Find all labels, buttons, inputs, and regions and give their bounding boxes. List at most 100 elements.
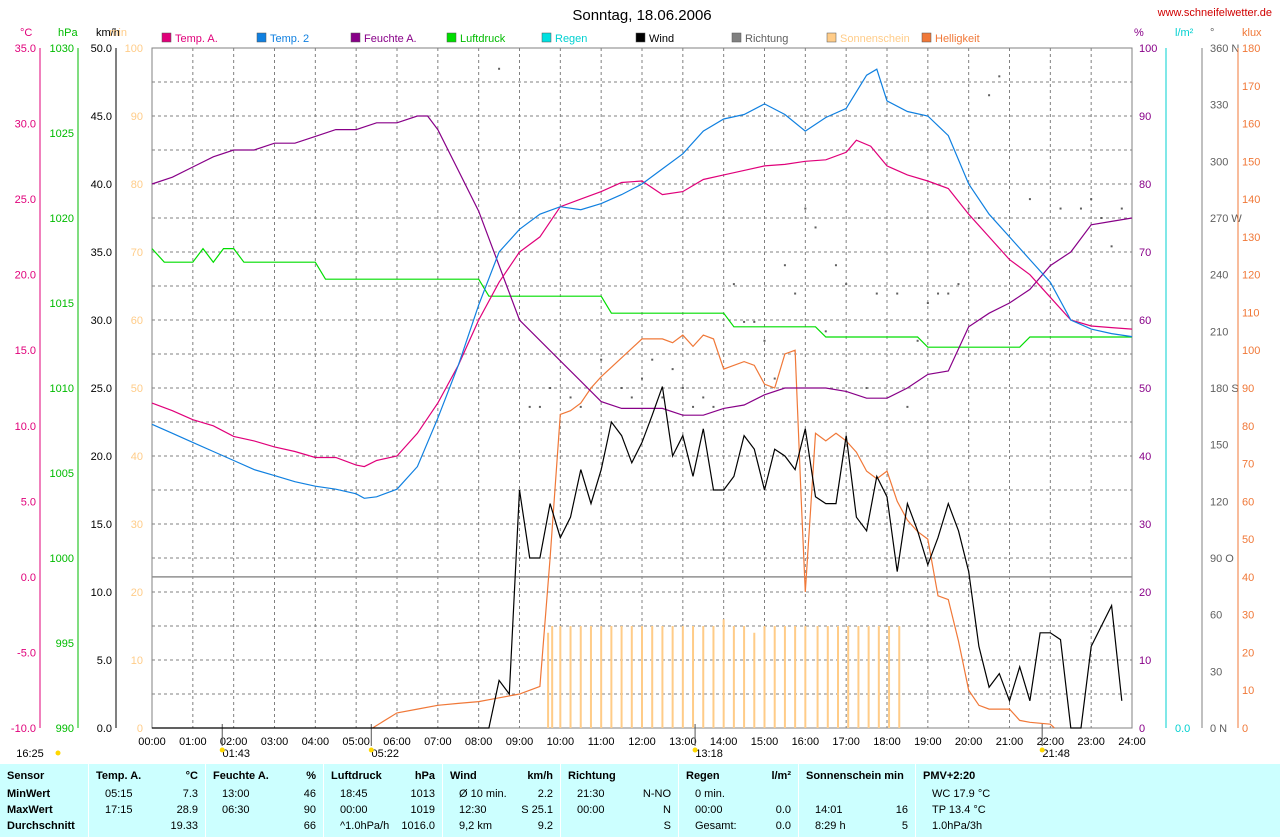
richtung-point [620,387,623,389]
stats-title: Feuchte A. [213,770,269,782]
axis-tick-label: 100 [1139,43,1157,55]
legend-label: Sonnenschein [840,33,910,45]
axis-tick-label: 300 [1210,156,1228,168]
chart-title: Sonntag, 18.06.2006 [572,7,711,24]
richtung-point [783,264,786,267]
stats-column: Regen l/m² 0 min. 00:00 0.0 Gesamt: 0.0 [678,764,799,837]
stats-value: N-NO [642,788,671,800]
stats-label: WC 17.9 °C [932,788,991,800]
axis-tick-label: 990 [56,723,74,735]
axis-tick-label: 110 [1242,307,1260,319]
stats-row: ^1.0hPa/h 1016.0 [324,820,443,836]
axis-tick-label: 90 [1242,383,1254,395]
axis-unit-label: ° [1210,27,1214,39]
axis-tick-label: 40 [1139,451,1151,463]
richtung-point [926,302,929,304]
axis-tick-label: 90 [1139,111,1151,123]
axis-tick-label: 20 [1139,587,1151,599]
axis-tick-label: 70 [1139,247,1151,259]
time-marker-label: 01:43 [222,748,250,760]
axis-tick-label: 30 [131,519,143,531]
stats-value: 0.0 [775,804,791,816]
stats-value: 1016.0 [401,820,435,832]
richtung-point [763,339,766,342]
richtung-point [712,405,715,408]
stats-row [799,788,916,804]
stats-row: 13:00 46 [206,788,324,804]
time-marker-label: 16:25 [16,748,44,760]
legend-label: Helligkeit [935,33,980,45]
legend-label: Temp. A. [175,33,218,45]
richtung-point [630,396,633,399]
axis-tick-label: 10 [1139,655,1151,667]
stats-row: 14:01 16 [799,804,916,820]
x-tick-label: 14:00 [710,736,738,748]
richtung-point [998,75,1001,78]
stats-row: Durchschnitt [0,820,88,836]
axis-tick-label: 30 [1210,666,1222,678]
axis-unit-label: °C [20,27,32,39]
sun-icon [55,750,61,756]
richtung-point [773,377,776,380]
legend-swatch [731,32,742,43]
stats-row: Ø 10 min. 2.2 [443,788,561,804]
stats-unit: km/h [527,770,553,782]
axis-tick-label: 1015 [50,298,74,310]
axis-tick-label: 10 [131,655,143,667]
axis-tick-label: 0.0 [21,572,36,584]
legend-label: Luftdruck [460,33,506,45]
axis-tick-label: 60 [1210,610,1222,622]
time-marker-label: 21:48 [1042,748,1070,760]
stats-value: 1019 [410,804,435,816]
stats-column: Sonnenschein min 14:01 16 8:29 h 5 [798,764,916,837]
axis-tick-label: 50 [1139,383,1151,395]
stats-header: Sonnenschein min [799,770,916,786]
stats-value: 2.2 [537,788,553,800]
richtung-point [1059,207,1062,210]
stats-label: MaxWert [7,804,53,816]
x-tick-label: 11:00 [588,736,615,748]
richtung-point [875,292,878,295]
sun-icon [368,747,374,753]
axis-tick-label: 45.0 [91,111,112,123]
site-link[interactable]: www.schneifelwetter.de [1157,7,1272,19]
x-tick-label: 22:00 [1037,736,1065,748]
axis-tick-label: 120 [1210,496,1228,508]
stats-row: 05:15 7.3 [89,788,206,804]
stats-row: 1.0hPa/3h [916,820,1036,836]
axis-unit-label: klux [1242,27,1262,39]
stats-column: PMV+2:20 WC 17.9 °C TP 13.4 °C 1.0hPa/3h [915,764,1036,837]
stats-value: S [663,820,671,832]
richtung-point [988,94,991,97]
stats-value: S 25.1 [521,804,553,816]
x-tick-label: 23:00 [1077,736,1105,748]
stats-header: Wind km/h [443,770,561,786]
x-tick-label: 00:00 [138,736,166,748]
legend-swatch [161,32,172,43]
stats-value: 0.0 [775,820,791,832]
x-tick-label: 13:00 [669,736,697,748]
x-tick-label: 02:00 [220,736,248,748]
x-tick-label: 19:00 [914,736,942,748]
axis-tick-label: 40 [1242,572,1254,584]
stats-row: S [561,820,679,836]
stats-column: Luftdruck hPa 18:45 1013 00:00 1019 ^1.0hPa/h 1… [323,764,443,837]
stats-column: Temp. A. °C 05:15 7.3 17:15 28.9 19.33 [88,764,206,837]
axis-tick-label: 100 [125,43,143,55]
axis-tick-label: 35.0 [91,247,112,259]
richtung-point [498,67,501,70]
x-tick-label: 08:00 [465,736,493,748]
axis-tick-label: 210 [1210,326,1228,338]
richtung-point [569,396,572,399]
stats-header: PMV+2:20 [916,770,1036,786]
axis-tick-label: 0 N [1210,723,1227,735]
axis-tick-label: 100 [1242,345,1260,357]
legend-swatch [446,32,457,43]
axis-tick-label: 50.0 [91,43,112,55]
richtung-point [528,405,531,408]
richtung-point [1079,207,1082,210]
legend-label: Regen [555,33,587,45]
stats-header: Richtung [561,770,679,786]
richtung-point [947,292,950,295]
axis-tick-label: 40 [131,451,143,463]
